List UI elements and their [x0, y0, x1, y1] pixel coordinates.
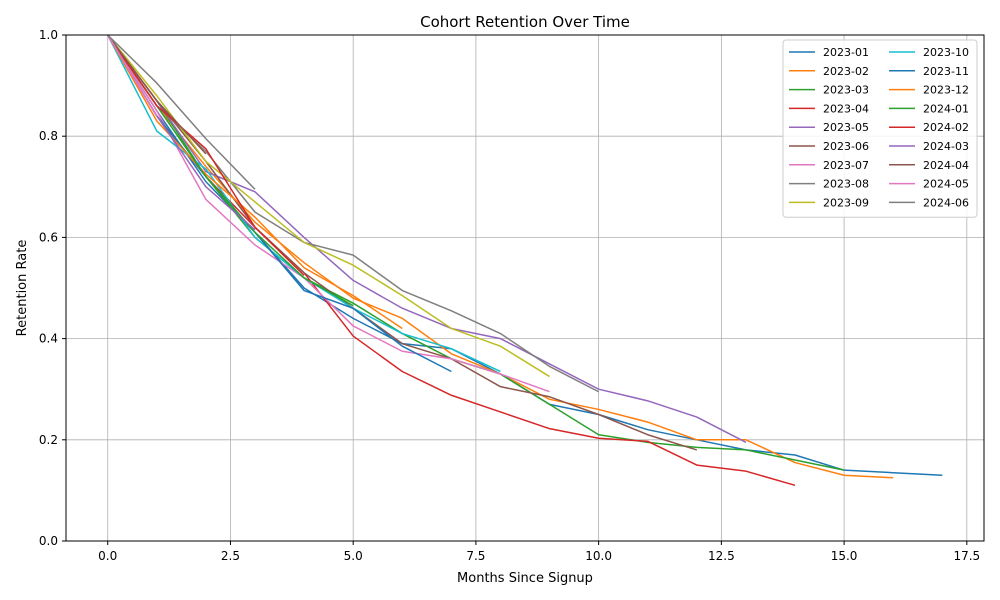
x-tick-label: 2.5	[221, 549, 240, 563]
y-tick-label: 1.0	[39, 28, 58, 42]
legend-label-2024-04: 2024-04	[923, 159, 969, 172]
x-tick-label: 17.5	[953, 549, 980, 563]
x-tick-label: 7.5	[466, 549, 485, 563]
legend-label-2023-01: 2023-01	[823, 46, 869, 59]
series-line-2023-09	[107, 34, 550, 378]
legend-label-2024-02: 2024-02	[923, 121, 969, 134]
y-tick-label: 0.2	[39, 433, 58, 447]
x-tick-label: 12.5	[708, 549, 735, 563]
y-tick-label: 0.4	[39, 332, 58, 346]
y-axis-label: Retention Rate	[15, 240, 30, 337]
legend-label-2023-02: 2023-02	[823, 65, 869, 78]
series-layer	[107, 34, 943, 487]
legend-label-2023-04: 2023-04	[823, 102, 869, 115]
series-line-2023-04	[107, 34, 796, 487]
legend-label-2023-05: 2023-05	[823, 121, 869, 134]
legend-label-2023-07: 2023-07	[823, 159, 869, 172]
legend-label-2023-03: 2023-03	[823, 84, 869, 97]
series-line-2023-12	[107, 34, 403, 330]
legend-box	[782, 39, 978, 218]
series-line-2024-05	[107, 34, 158, 117]
legend: 2023-01 2023-02 2023-03 2023-04 2023-05 2023-…	[782, 39, 978, 218]
series-line-2024-02	[107, 34, 305, 276]
chart-title: Cohort Retention Over Time	[420, 13, 630, 31]
x-tick-label: 15.0	[831, 549, 858, 563]
axes-layer: 0.0 2.5 5.0 7.5 10.0 12.5 15.0 17.5 0.0 0.2 0.4 0.6…	[39, 28, 985, 563]
series-line-2023-05	[107, 34, 747, 443]
y-tick-label: 0.6	[39, 230, 58, 244]
x-tick-label: 5.0	[344, 549, 363, 563]
x-axis-label: Months Since Signup	[457, 571, 593, 586]
legend-label-2023-12: 2023-12	[923, 84, 969, 97]
legend-label-2023-08: 2023-08	[823, 178, 869, 191]
series-line-2024-04	[107, 34, 207, 155]
y-tick-label: 0.8	[39, 129, 58, 143]
legend-label-2023-09: 2023-09	[823, 196, 869, 209]
legend-label-2024-03: 2024-03	[923, 140, 969, 153]
legend-label-2024-05: 2024-05	[923, 178, 969, 191]
legend-label-2023-11: 2023-11	[923, 65, 969, 78]
series-line-2023-11	[107, 34, 452, 373]
series-line-2023-07	[107, 34, 550, 393]
x-tick-label: 0.0	[98, 549, 117, 563]
x-tick-label: 10.0	[585, 549, 612, 563]
y-tick-label: 0.0	[39, 534, 58, 548]
series-line-2024-06	[107, 34, 256, 190]
legend-label-2024-01: 2024-01	[923, 102, 969, 115]
legend-label-2023-10: 2023-10	[923, 46, 969, 59]
plot-frame	[65, 34, 985, 542]
legend-label-2024-06: 2024-06	[923, 196, 969, 209]
legend-label-2023-06: 2023-06	[823, 140, 869, 153]
